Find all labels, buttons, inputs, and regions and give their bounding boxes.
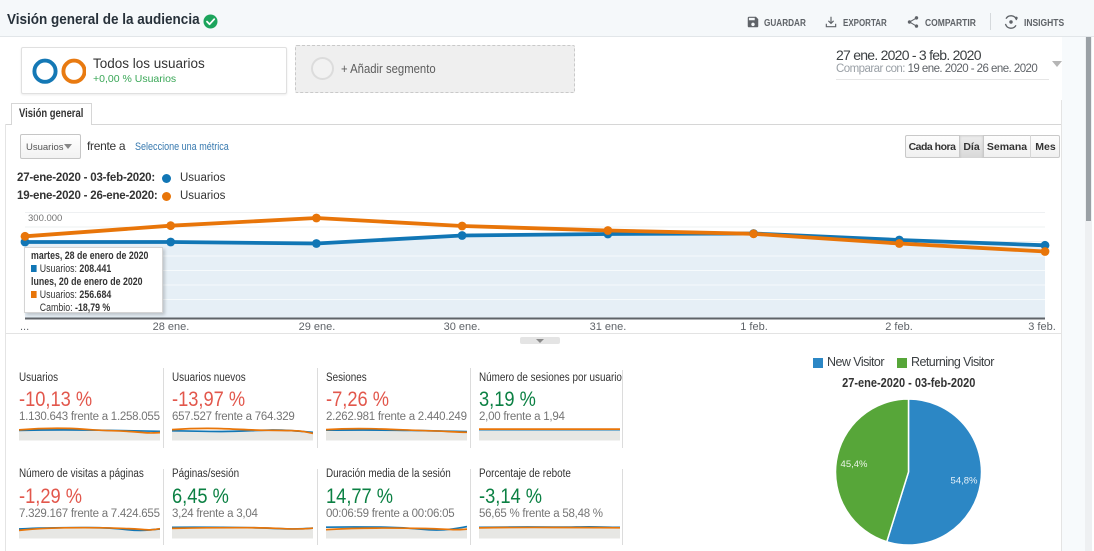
svg-text:54,8%: 54,8%	[951, 476, 978, 487]
svg-text:45,4%: 45,4%	[841, 459, 868, 470]
svg-text:300.000: 300.000	[28, 213, 62, 224]
